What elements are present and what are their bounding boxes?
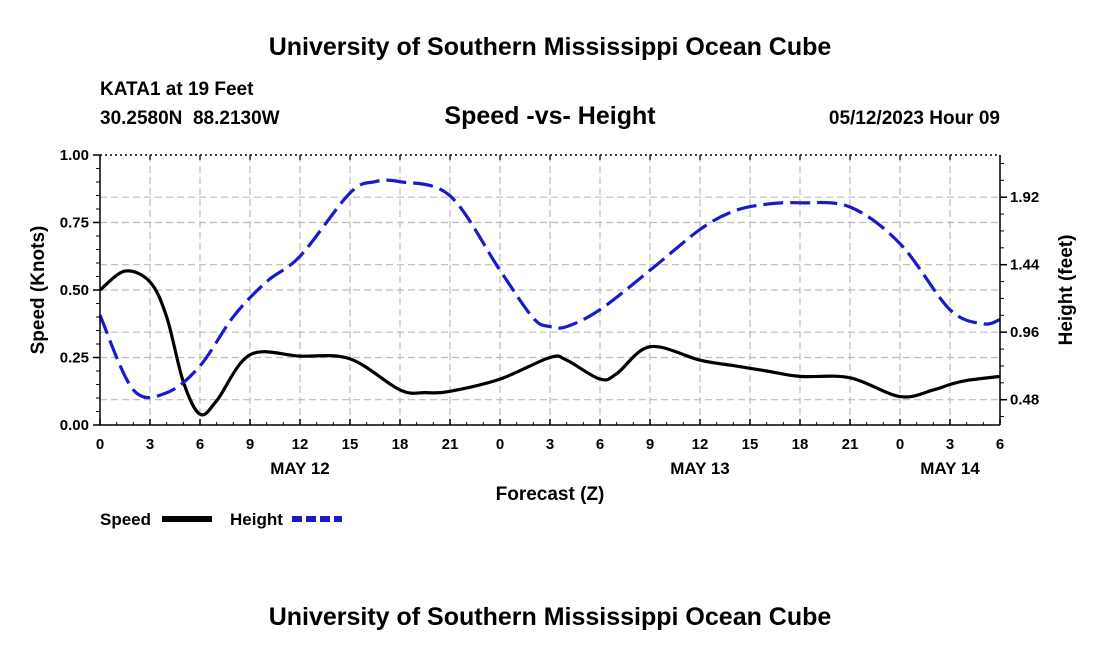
day-label: MAY 14 <box>920 459 980 478</box>
x-tick-label: 12 <box>292 436 309 453</box>
y2-tick-label: 1.44 <box>1010 257 1040 274</box>
x-tick-label: 3 <box>946 436 954 453</box>
x-tick-label: 9 <box>646 436 654 453</box>
chart-title: Speed -vs- Height <box>444 102 656 130</box>
y-tick-label: 0.25 <box>60 350 89 367</box>
x-tick-label: 21 <box>842 436 859 453</box>
x-tick-label: 15 <box>742 436 759 453</box>
x-tick-label: 18 <box>392 436 409 453</box>
y2-tick-label: 0.96 <box>1010 324 1039 341</box>
y2-axis-title: Height (feet) <box>1056 235 1077 346</box>
day-label: MAY 12 <box>270 459 330 478</box>
x-tick-label: 6 <box>196 436 204 453</box>
x-tick-label: 15 <box>342 436 359 453</box>
x-tick-label: 3 <box>546 436 554 453</box>
x-tick-label: 9 <box>246 436 254 453</box>
series-height-line <box>98 178 1001 400</box>
x-tick-label: 6 <box>596 436 604 453</box>
x-tick-label: 12 <box>692 436 709 453</box>
x-tick-label: 18 <box>792 436 809 453</box>
y-tick-label: 1.00 <box>60 147 89 164</box>
legend-height-label: Height <box>230 510 283 529</box>
y-tick-label: 0.50 <box>60 282 89 299</box>
legend-speed-label: Speed <box>100 510 151 529</box>
x-tick-label: 3 <box>146 436 154 453</box>
x-axis-title: Forecast (Z) <box>496 484 605 505</box>
y2-tick-label: 1.92 <box>1010 189 1039 206</box>
series-lines <box>98 178 1001 417</box>
x-tick-label: 6 <box>996 436 1004 453</box>
x-tick-label: 0 <box>496 436 504 453</box>
y2-tick-label: 0.48 <box>1010 392 1039 409</box>
station-coords: 30.2580N 88.2130W <box>100 108 280 129</box>
series-speed-line <box>98 269 1001 417</box>
grid-lines <box>100 155 1000 425</box>
title-bottom: University of Southern Mississippi Ocean… <box>269 603 832 631</box>
x-tick-label: 0 <box>896 436 904 453</box>
y-tick-label: 0.75 <box>60 215 89 232</box>
y-axis-title: Speed (Knots) <box>28 226 49 355</box>
axes: 0 3 6 9 12 15 18 21 0 3 6 9 12 15 18 21 0 3 6 MAY 12 MAY 13 M… <box>60 147 1040 478</box>
legend: Speed Height <box>100 510 342 529</box>
x-tick-label: 0 <box>96 436 104 453</box>
station-name: KATA1 at 19 Feet <box>100 79 254 100</box>
x-tick-label: 21 <box>442 436 459 453</box>
forecast-datetime: 05/12/2023 Hour 09 <box>829 108 1000 129</box>
title-top: University of Southern Mississippi Ocean… <box>269 33 832 61</box>
y-tick-label: 0.00 <box>60 417 89 434</box>
day-label: MAY 13 <box>670 459 730 478</box>
